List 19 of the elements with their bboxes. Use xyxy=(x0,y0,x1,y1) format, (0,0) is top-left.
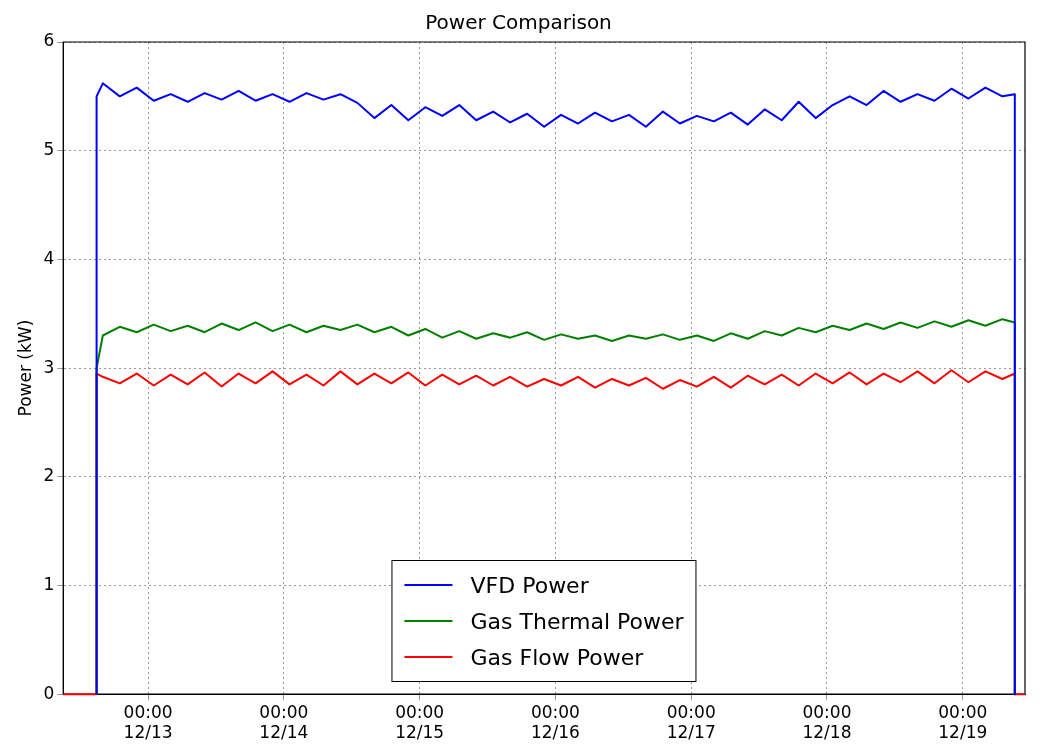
y-tick-label: 4 xyxy=(43,247,55,268)
x-tick-label: 00:00 12/13 xyxy=(123,701,173,743)
x-tick-label: 00:00 12/14 xyxy=(259,701,309,743)
y-tick-label: 2 xyxy=(43,465,55,486)
y-axis-title: Power (kW) xyxy=(14,319,35,417)
x-tick-label: 00:00 12/16 xyxy=(530,701,580,743)
legend-label: Gas Thermal Power xyxy=(470,608,684,634)
y-tick-label: 1 xyxy=(43,573,55,594)
x-tick-label: 00:00 12/18 xyxy=(802,701,852,743)
legend-label: Gas Flow Power xyxy=(470,644,644,670)
y-tick-label: 5 xyxy=(43,139,55,160)
y-tick-label: 0 xyxy=(43,682,55,703)
y-tick-label: 6 xyxy=(43,30,55,51)
x-tick-label: 00:00 12/15 xyxy=(395,701,445,743)
legend-label: VFD Power xyxy=(470,572,589,598)
y-tick-label: 3 xyxy=(43,356,55,377)
chart-title: Power Comparison xyxy=(425,10,612,35)
x-tick-label: 00:00 12/19 xyxy=(938,701,988,743)
x-tick-label: 00:00 12/17 xyxy=(666,701,716,743)
